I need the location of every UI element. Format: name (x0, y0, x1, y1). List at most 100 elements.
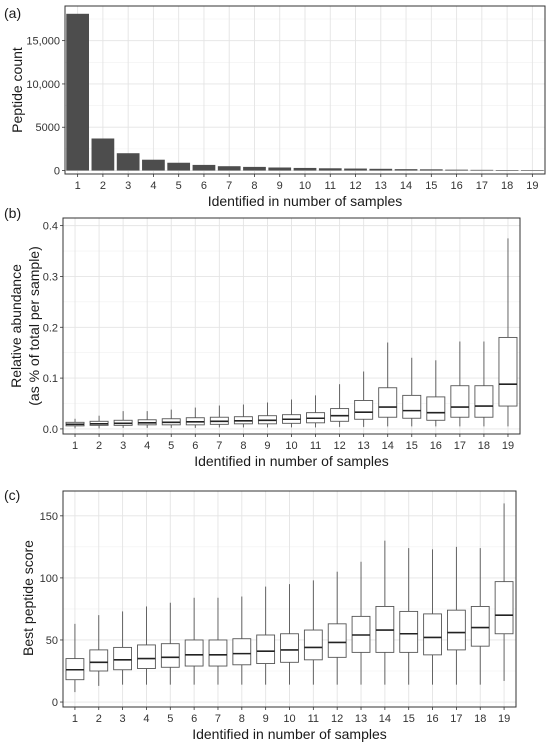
box (232, 638, 252, 666)
y-tick-label: 15,000 (26, 36, 60, 48)
box-plot-item (161, 409, 181, 428)
x-tick-label: 9 (263, 713, 269, 725)
box (160, 643, 180, 668)
bar (142, 159, 165, 171)
box-plot-item (282, 399, 301, 428)
x-tick-label: 5 (168, 440, 174, 452)
panel-a-y-axis-title: Peptide count (9, 47, 25, 133)
bar (91, 138, 115, 171)
box-plot-item (137, 411, 157, 428)
box-plot-item (113, 411, 133, 428)
y-tick-label: 0 (54, 166, 60, 178)
x-tick-label: 8 (240, 440, 246, 452)
box-plot-item (65, 623, 85, 693)
x-tick-label: 16 (430, 440, 442, 452)
x-tick-label: 11 (325, 180, 336, 192)
box (327, 623, 347, 658)
panel-c-x-axis-title: Identified in number of samples (192, 726, 387, 742)
x-tick-label: 13 (355, 713, 367, 725)
panel-c-y-axis-title: Best peptide score (20, 540, 36, 656)
x-tick-label: 9 (264, 440, 270, 452)
y-tick-label: 0 (52, 697, 58, 709)
bar (116, 153, 140, 171)
box-plot-item (399, 548, 419, 685)
x-tick-label: 2 (96, 713, 102, 725)
x-tick-label: 18 (474, 713, 486, 725)
x-tick-label: 3 (120, 440, 126, 452)
panel-b-boxes (65, 238, 518, 429)
box (426, 396, 446, 421)
x-tick-label: 18 (501, 180, 513, 192)
x-tick-label: 15 (403, 713, 415, 725)
x-tick-label: 19 (526, 180, 538, 192)
x-tick-label: 4 (143, 713, 149, 725)
box (184, 639, 204, 667)
panel-a-y-ticks: 0 5000 10,000 15,000 (26, 36, 65, 178)
y-tick-label: 5000 (36, 122, 60, 134)
x-tick-label: 11 (308, 713, 319, 725)
x-tick-label: 5 (176, 180, 182, 192)
x-tick-label: 13 (358, 440, 370, 452)
panel-c-y-ticks: 0 50 100 150 (40, 511, 63, 709)
box-plot-item (423, 549, 442, 685)
bar (293, 167, 317, 171)
x-tick-label: 19 (498, 713, 510, 725)
box (402, 394, 422, 419)
box (450, 385, 470, 418)
x-tick-label: 1 (75, 180, 81, 192)
bar (268, 167, 292, 171)
x-tick-label: 19 (502, 440, 514, 452)
x-tick-label: 2 (96, 440, 102, 452)
box-plot-item (137, 606, 156, 685)
panel-c-boxes (65, 503, 514, 693)
x-tick-label: 6 (192, 440, 198, 452)
bar (318, 168, 342, 171)
panel-b-y-axis-title-line1: Relative abundance (8, 264, 24, 388)
y-tick-label: 10,000 (26, 79, 60, 91)
box (89, 649, 109, 672)
bar (369, 168, 393, 171)
x-tick-label: 7 (215, 713, 221, 725)
box-plot-item (375, 540, 395, 685)
panel-b-x-axis-title: Identified in number of samples (194, 453, 389, 469)
x-tick-label: 5 (167, 713, 173, 725)
x-tick-label: 3 (125, 180, 131, 192)
panel-b-y-axis-title-line2: (as % of total per sample) (26, 246, 42, 406)
box-plot-item (185, 407, 205, 428)
box-plot-item (113, 611, 132, 685)
box (474, 385, 494, 418)
x-tick-label: 14 (400, 180, 412, 192)
box (354, 400, 374, 420)
y-tick-label: 0.0 (43, 424, 58, 436)
x-tick-label: 16 (426, 713, 438, 725)
bar (344, 168, 367, 171)
bar (445, 169, 468, 171)
box (113, 646, 132, 671)
box-plot-item (257, 402, 277, 428)
x-tick-label: 18 (478, 440, 490, 452)
x-tick-label: 4 (150, 180, 156, 192)
box-plot-item (494, 503, 514, 681)
bar (394, 169, 418, 171)
box-plot-item (209, 405, 229, 428)
y-tick-label: 0.4 (43, 221, 58, 233)
y-tick-label: 0.2 (43, 322, 58, 334)
box-plot-item (402, 357, 422, 427)
panel-frame (62, 490, 517, 708)
x-tick-label: 8 (251, 180, 257, 192)
panel-frame (64, 5, 546, 175)
panel-b-relative-abundance: (b) 0.00.10.20.30.4 1 2 3 4 5 6 7 8 9 10 11 12 13 14 1… (4, 205, 521, 469)
panel-a-x-ticks: 1 2 3 4 5 6 7 8 9 10 11 12 13 14 15 16 17 18 19 (75, 174, 538, 192)
bar (470, 169, 494, 171)
box-plot-item (233, 404, 253, 428)
bar (192, 164, 216, 171)
x-tick-label: 14 (382, 440, 394, 452)
x-tick-label: 3 (120, 713, 126, 725)
x-tick-label: 7 (226, 180, 232, 192)
box-plot-item (450, 341, 470, 427)
box-plot-item (306, 395, 326, 428)
x-tick-label: 2 (100, 180, 106, 192)
panel-a-x-axis-title: Identified in number of samples (208, 193, 403, 209)
box-plot-item (160, 602, 180, 685)
